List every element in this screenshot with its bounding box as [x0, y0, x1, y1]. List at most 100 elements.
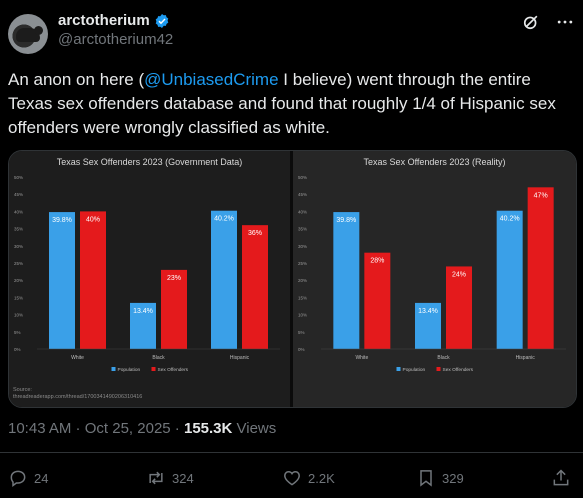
y-tick-label: 35%: [14, 227, 23, 232]
author-names: arctotherium @arctotherium42: [58, 12, 173, 48]
action-bar: 24 324 2.2K 329: [8, 468, 575, 490]
data-label: 28%: [370, 258, 384, 265]
legend-label: Population: [118, 367, 141, 373]
bookmark-icon: [420, 470, 432, 487]
share-icon: [553, 469, 569, 486]
grok-icon[interactable]: [521, 12, 541, 32]
source-label: Source:: [13, 387, 32, 393]
bar-population-black: [130, 302, 156, 349]
more-options-icon[interactable]: [555, 12, 575, 32]
avatar-bear-head: [34, 26, 43, 35]
y-tick-label: 50%: [14, 175, 23, 180]
bookmark-count: 329: [442, 470, 464, 486]
name-row: arctotherium: [58, 12, 173, 29]
legend-swatch: [436, 367, 441, 371]
data-label: 40.2%: [500, 216, 520, 223]
chart-reality-svg: Texas Sex Offenders 2023 (Reality) 0% 5% 10…: [298, 157, 566, 373]
media-divider: [290, 151, 293, 407]
repost-count: 324: [172, 470, 194, 486]
x-tick-label: Hispanic: [230, 355, 250, 361]
divider-line: [0, 452, 583, 453]
tweet-media-image[interactable]: Texas Sex Offenders 2023 (Government Dat…: [8, 150, 577, 408]
bar-population-white: [333, 212, 360, 349]
y-tick-label: 5%: [298, 330, 305, 335]
tweet-text: An anon on here (@UnbiasedCrime I believ…: [8, 68, 573, 140]
like-button[interactable]: 2.2K: [282, 468, 335, 488]
chart-source: Source: threadreaderapp.com/thread/17003…: [13, 387, 142, 401]
y-tick-label: 20%: [298, 278, 307, 283]
like-count: 2.2K: [308, 470, 335, 486]
mention-link[interactable]: @UnbiasedCrime: [144, 70, 279, 89]
chart-reality: Texas Sex Offenders 2023 (Reality) 0% 5% 10…: [293, 151, 576, 407]
bar-population-hispanic: [496, 210, 523, 349]
post-time[interactable]: 10:43 AM: [8, 420, 72, 437]
chart-title: Texas Sex Offenders 2023 (Government Dat…: [57, 157, 242, 167]
bookmark-button[interactable]: 329: [416, 468, 464, 488]
views-count: 155.3K: [183, 420, 233, 437]
reply-button[interactable]: 24: [8, 468, 48, 488]
header-actions: [521, 12, 575, 32]
y-tick-label: 20%: [14, 278, 23, 283]
tweet-header: arctotherium @arctotherium42: [8, 10, 575, 56]
y-tick-label: 40%: [14, 209, 23, 214]
y-tick-label: 10%: [14, 313, 23, 318]
y-tick-label: 30%: [298, 244, 307, 249]
data-label: 39.8%: [52, 217, 72, 224]
post-date[interactable]: Oct 25, 2025: [84, 420, 171, 437]
repost-button[interactable]: 324: [146, 468, 194, 488]
meta-separator: ·: [71, 420, 85, 437]
y-tick-label: 40%: [298, 209, 307, 214]
tweet-text-before: An anon on here (: [8, 70, 145, 89]
legend-label: Sex Offenders: [158, 367, 189, 373]
legend-swatch: [396, 367, 401, 371]
y-tick-label: 25%: [298, 261, 307, 266]
x-tick-label: Black: [152, 355, 165, 361]
bar-sex-offenders-hispanic: [527, 187, 554, 349]
x-tick-label: Black: [437, 355, 450, 361]
bar-sex-offenders-white: [80, 211, 106, 349]
bar-sex-offenders-hispanic: [242, 225, 268, 349]
y-tick-label: 10%: [298, 313, 307, 318]
data-label: 40%: [86, 216, 100, 223]
verified-badge-icon: [155, 13, 168, 28]
heart-icon: [284, 470, 300, 486]
bar-sex-offenders-black: [446, 266, 472, 349]
y-tick-label: 15%: [14, 295, 23, 300]
tweet-text-after: I believe) went through the entire Texas…: [8, 70, 556, 137]
repost-icon: [149, 471, 163, 485]
legend-swatch: [111, 367, 116, 371]
x-tick-label: Hispanic: [516, 355, 536, 361]
reply-count: 24: [34, 470, 49, 486]
avatar[interactable]: [8, 14, 48, 54]
y-tick-label: 50%: [298, 175, 307, 180]
bar-sex-offenders-white: [364, 252, 391, 349]
source-url: threadreaderapp.com/thread/1700341490206…: [13, 394, 143, 400]
share-button[interactable]: [551, 468, 571, 488]
legend-swatch: [151, 367, 156, 371]
y-tick-label: 35%: [298, 227, 307, 232]
data-label: 36%: [248, 230, 262, 237]
legend-label: Sex Offenders: [443, 367, 474, 373]
bar-population-hispanic: [211, 210, 237, 349]
meta-separator: ·: [170, 420, 184, 437]
y-tick-label: 45%: [14, 192, 23, 197]
y-tick-label: 45%: [298, 192, 307, 197]
y-tick-label: 0%: [14, 347, 21, 352]
legend-label: Population: [403, 367, 426, 373]
y-tick-label: 25%: [14, 261, 23, 266]
x-tick-label: White: [355, 355, 368, 361]
data-label: 39.8%: [336, 217, 356, 224]
data-label: 23%: [167, 275, 181, 282]
bar-population-black: [415, 302, 441, 349]
y-tick-label: 15%: [298, 295, 307, 300]
data-label: 24%: [452, 271, 466, 278]
data-label: 13.4%: [418, 308, 438, 315]
chart-government-data: Texas Sex Offenders 2023 (Government Dat…: [9, 151, 290, 407]
views-label: Views: [232, 420, 277, 437]
tweet-meta: 10:43 AM · Oct 25, 2025 · 155.3K Views: [8, 420, 276, 437]
data-label: 40.2%: [214, 216, 234, 223]
author-handle[interactable]: @arctotherium42: [58, 31, 174, 48]
author-display-name[interactable]: arctotherium: [58, 12, 150, 29]
x-tick-label: White: [71, 355, 84, 361]
y-tick-label: 30%: [14, 244, 23, 249]
